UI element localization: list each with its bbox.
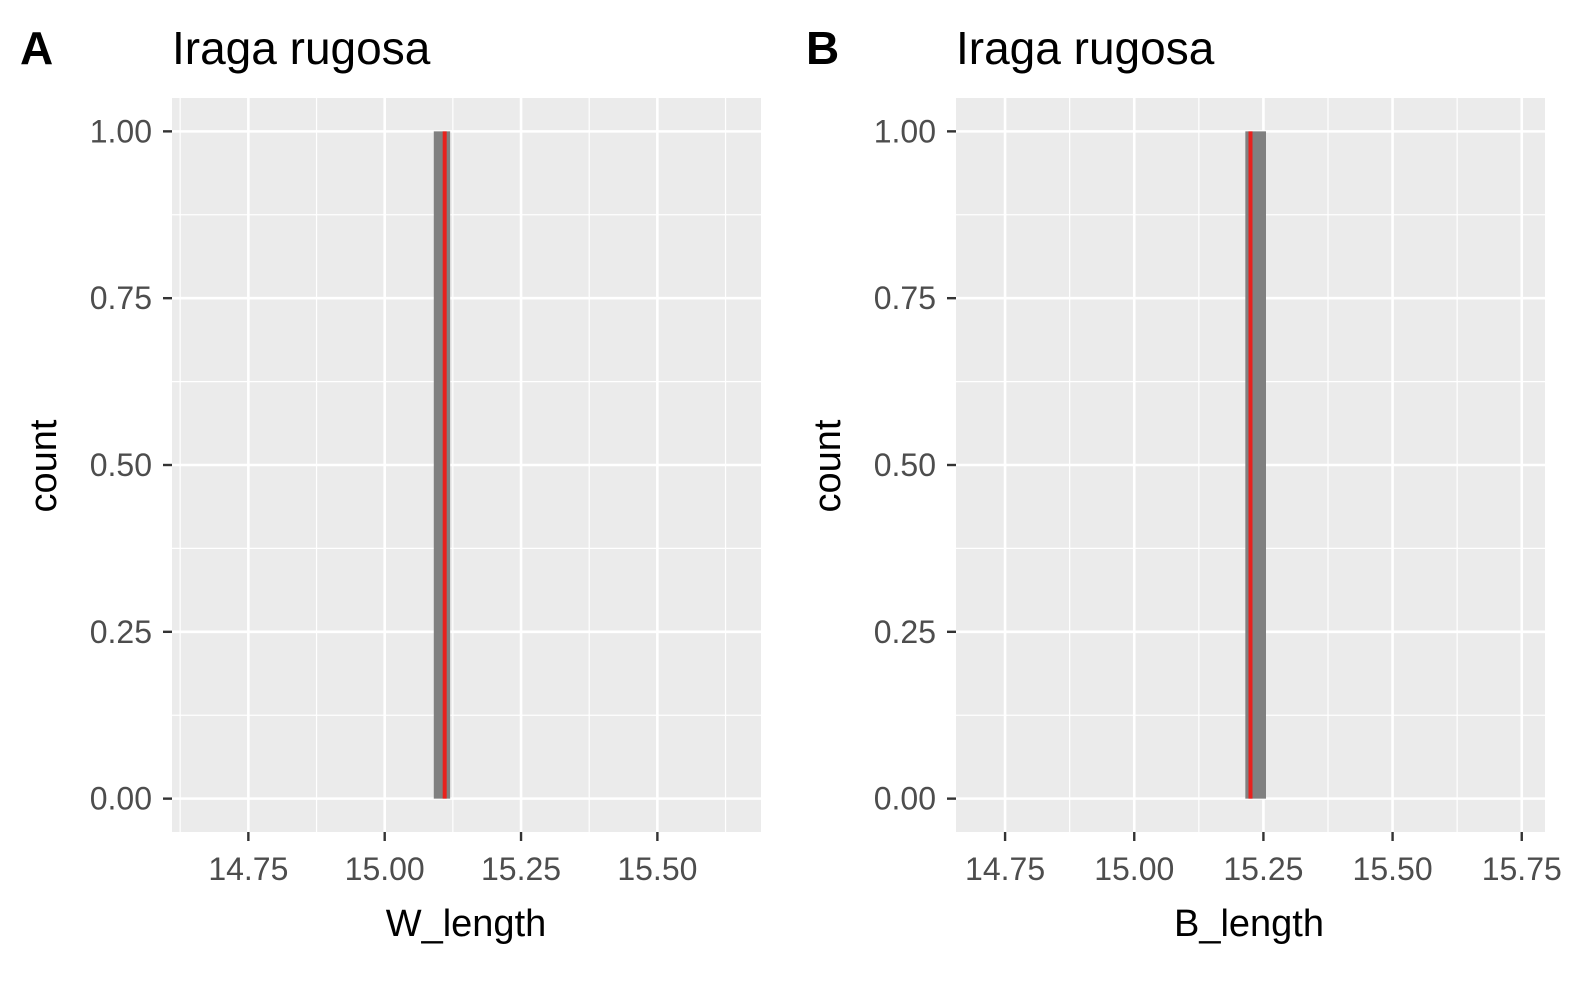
panel-b-title: Iraga rugosa — [956, 22, 1215, 74]
panel-a-plot-area: 0.00 0.25 0.50 0.75 1.00 14.75 15.00 15.25 15.50 — [90, 98, 761, 887]
panel-b-x-axis-title: B_length — [1174, 903, 1324, 945]
panel-b-x-tick-label: 15.25 — [1223, 851, 1303, 887]
panel-b: B Iraga rugosa 0.00 0.25 0.50 0.75 1.00 14.75… — [806, 22, 1562, 945]
panel-b-x-tick-label: 15.50 — [1353, 851, 1433, 887]
panel-a-letter: A — [20, 22, 53, 74]
panel-a-y-tick-label: 0.00 — [90, 781, 152, 817]
panel-a-y-axis-title: count — [23, 419, 65, 512]
panel-b-x-tick-label: 15.00 — [1094, 851, 1174, 887]
panel-a-y-tick-label: 0.25 — [90, 614, 152, 650]
panel-b-y-tick-label: 1.00 — [874, 113, 936, 149]
panel-b-y-tick-label: 0.25 — [874, 614, 936, 650]
panel-b-x-tick-label: 15.75 — [1482, 851, 1562, 887]
panel-b-y-axis-title: count — [807, 419, 849, 512]
panel-a-x-axis-title: W_length — [386, 903, 547, 945]
panel-a-y-tick-label: 1.00 — [90, 113, 152, 149]
panel-b-y-tick-label: 0.50 — [874, 447, 936, 483]
panel-b-y-tick-label: 0.75 — [874, 280, 936, 316]
panel-a-y-tick-label: 0.50 — [90, 447, 152, 483]
panel-a-x-tick-label: 15.50 — [617, 851, 697, 887]
panel-b-y-tick-label: 0.00 — [874, 781, 936, 817]
panel-b-letter: B — [806, 22, 839, 74]
panel-a-x-tick-label: 15.25 — [481, 851, 561, 887]
panel-b-histogram-bar — [1245, 131, 1266, 799]
panel-a-y-tick-label: 0.75 — [90, 280, 152, 316]
panel-a-x-tick-label: 15.00 — [345, 851, 425, 887]
panel-b-plot-area: 0.00 0.25 0.50 0.75 1.00 14.75 15.00 15.25 15.50… — [874, 98, 1562, 887]
panel-a-histogram-bar — [433, 131, 451, 799]
panel-a-title: Iraga rugosa — [172, 22, 431, 74]
panel-a: A Iraga rugosa 0.00 0.25 0.50 0.75 1.00 14.75… — [20, 22, 761, 945]
panel-a-x-tick-label: 14.75 — [208, 851, 288, 887]
panel-b-x-tick-label: 14.75 — [965, 851, 1045, 887]
